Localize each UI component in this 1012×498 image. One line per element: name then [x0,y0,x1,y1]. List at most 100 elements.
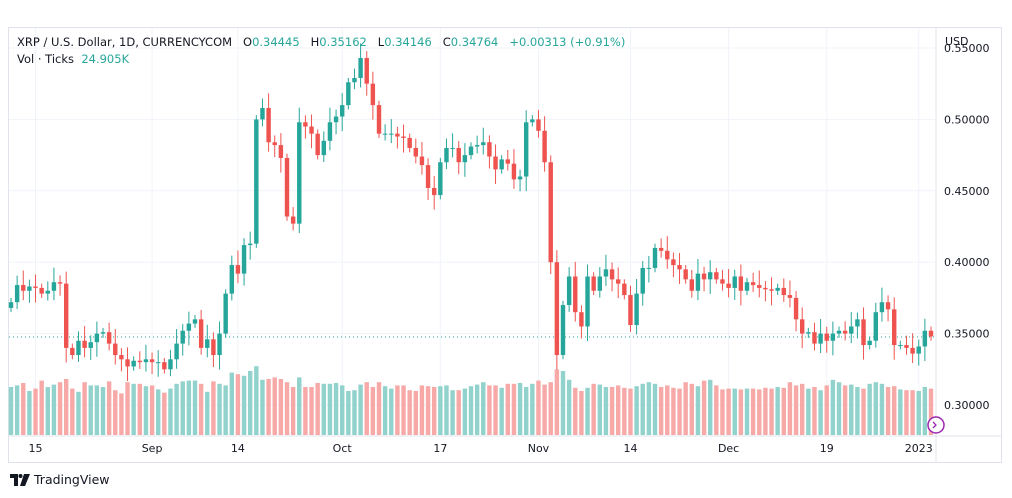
candle-body [450,147,455,149]
candle [566,267,572,312]
candle-body [646,267,652,269]
candle [401,124,406,153]
candle-body [346,82,351,106]
volume-bar [303,387,308,435]
candle-body [585,276,590,327]
candle [162,357,167,374]
volume-bar [358,384,363,435]
candle-body [775,287,780,291]
candle [757,270,762,298]
candle-body [168,359,173,370]
volume-bar [290,387,296,435]
candle [444,138,449,170]
volume-bar [278,379,284,435]
volume-bar [487,385,492,435]
candle-body [438,162,443,196]
volume-bar [462,388,468,435]
volume-bar [573,387,578,435]
volume-bar [198,383,204,435]
candle-body [542,130,547,163]
candle [63,271,69,363]
candle [750,272,756,292]
candle [241,238,247,286]
volume-bar [879,383,885,435]
volume-bar [192,380,198,435]
volume-value: 24.905K [81,52,130,66]
volume-bar [609,387,615,435]
candle-body [799,319,805,334]
candle-body [677,265,682,270]
volume-bar [634,386,639,435]
candle [695,259,701,301]
candle [530,115,535,127]
candle-body [554,262,560,356]
symbol-title[interactable]: XRP / U.S. Dollar, 1D, CURRENCYCOM [17,35,233,49]
volume-bar [928,388,934,435]
volume-bar [683,382,688,435]
volume-bar [891,386,897,435]
candle [573,261,578,322]
candle [744,277,750,296]
volume-bar [677,388,682,435]
volume-bar [757,389,762,435]
volume-label[interactable]: Vol · Ticks [17,52,75,66]
candle [407,133,412,153]
candle [70,343,75,360]
volume-bar [88,385,93,435]
volume-bar [824,385,829,435]
candle-body [873,312,879,341]
candle-body [579,312,584,327]
candle [922,318,928,362]
candle [615,267,621,299]
volume-bar [8,387,14,435]
candle-body [45,290,51,294]
candle-body [27,286,32,291]
candle [260,98,265,127]
candle [100,327,106,338]
time-tick-label: 14 [231,442,245,455]
volume-bar [591,383,596,435]
candle [836,326,842,338]
candle [763,281,768,302]
candle [634,279,639,335]
candle [916,339,921,366]
candle-body [634,293,639,326]
volume-bar [57,382,63,435]
candle [493,144,498,184]
volume-bar [493,385,498,435]
candle [51,267,57,301]
candle-body [701,273,707,280]
candle [125,347,130,382]
volume-bar [536,380,541,435]
candle [21,270,26,301]
candle [395,126,400,149]
candle [119,348,124,372]
candle [149,352,155,375]
volume-bar [389,388,394,435]
candle-body [824,333,829,341]
candle-body [793,297,799,320]
volume-bar [425,386,431,435]
close-label: C [442,35,451,49]
tradingview-logo-icon [10,473,30,486]
candle-body [511,163,517,180]
volume-bar [898,389,903,435]
candle-body [665,250,670,260]
tradingview-logo[interactable]: TradingView [10,472,110,487]
candle [701,266,707,292]
volume-bar [431,387,437,435]
candle [849,311,854,344]
volume-bar [481,382,486,435]
scroll-to-realtime-icon[interactable] [927,416,945,434]
volume-bar [395,385,400,435]
candle [842,321,848,341]
volume-bar [517,383,523,435]
low-value: 0.34146 [384,35,432,49]
candle [855,312,860,339]
volume-bar [787,382,793,435]
candle [468,142,474,160]
time-tick-label: Dec [718,442,739,455]
candle-body [254,119,259,244]
candle [327,107,333,151]
